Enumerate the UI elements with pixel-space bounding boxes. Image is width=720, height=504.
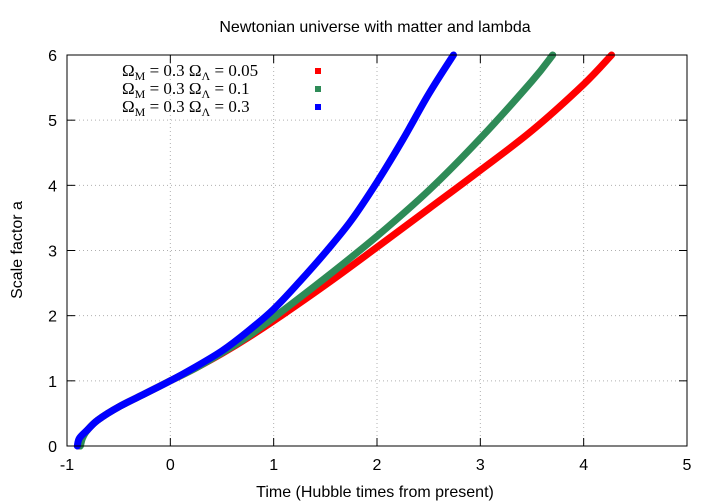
legend-label-part: = 0.1 [210, 79, 249, 98]
x-axis-title: Time (Hubble times from present) [256, 484, 494, 501]
y-tick-label: 0 [48, 439, 57, 456]
legend-label-part: M [135, 87, 146, 101]
x-tick-label: -1 [60, 457, 74, 474]
x-tick-label: 3 [476, 457, 485, 474]
chart-title: Newtonian universe with matter and lambd… [219, 19, 530, 36]
y-axis-title: Scale factor a [9, 201, 26, 299]
x-tick-label: 5 [683, 457, 692, 474]
y-tick-label: 5 [48, 113, 57, 130]
y-tick-label: 2 [48, 309, 57, 326]
legend-label-part: Λ [202, 87, 211, 101]
y-tick-label: 4 [48, 178, 57, 195]
legend-label-part: = 0.3 Ω [145, 97, 201, 116]
legend-label-part: Λ [202, 105, 211, 119]
legend-label-part: = 0.05 [210, 61, 258, 80]
legend-label-part: = 0.3 Ω [145, 61, 201, 80]
y-tick-label: 3 [48, 244, 57, 261]
series-line-2 [73, 51, 457, 450]
legend-swatch-2 [315, 104, 321, 110]
legend-label-part: Ω [122, 79, 135, 98]
legend-swatch-0 [315, 68, 321, 74]
legend-label-part: = 0.3 Ω [145, 79, 201, 98]
legend-label-0: ΩM = 0.3 ΩΛ = 0.05 [122, 61, 258, 83]
legend-label-2: ΩM = 0.3 ΩΛ = 0.3 [122, 97, 250, 119]
legend-swatch-1 [315, 86, 321, 92]
series-layer [73, 51, 616, 450]
legend-label-1: ΩM = 0.3 ΩΛ = 0.1 [122, 79, 250, 101]
y-tick-label: 1 [48, 374, 57, 391]
legend-label-part: = 0.3 [210, 97, 249, 116]
grid [67, 55, 687, 446]
y-tick-label: 6 [48, 48, 57, 65]
legend-label-part: M [135, 69, 146, 83]
legend-label-part: Λ [202, 69, 211, 83]
legend-label-part: M [135, 105, 146, 119]
x-tick-label: 0 [166, 457, 175, 474]
x-tick-label: 2 [373, 457, 382, 474]
x-tick-label: 1 [269, 457, 278, 474]
legend-label-part: Ω [122, 61, 135, 80]
x-tick-label: 4 [579, 457, 588, 474]
legend-label-part: Ω [122, 97, 135, 116]
